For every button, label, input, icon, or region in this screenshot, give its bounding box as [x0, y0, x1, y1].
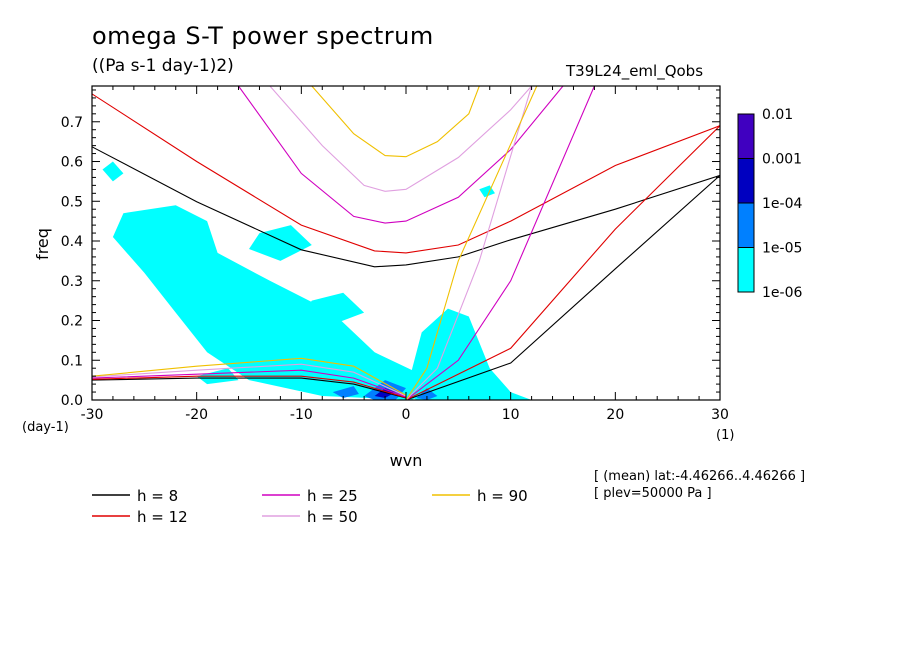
curve-h90-ig: [311, 86, 480, 158]
colorbar-swatch: [737, 247, 755, 293]
plot-axes: -30 -20 -10 0 10 20 30 0.0 0.1 0.2 0.3 0.4 0.5 0.6 0.7…: [22, 86, 734, 470]
legend-label: h = 8: [137, 487, 178, 505]
power-shading: [102, 161, 532, 400]
curve-h8-kelvin: [405, 174, 720, 400]
y-tick-label: 0.0: [61, 393, 83, 409]
y-tick-label: 0.1: [61, 353, 83, 369]
curve-h50-ig: [269, 86, 533, 192]
shaded-region-0: [112, 205, 438, 400]
x-axis-label: wvn: [390, 451, 423, 470]
y-axis-label: freq: [33, 228, 52, 260]
shaded-region-1: [249, 225, 312, 261]
y-tick-label: 0.4: [61, 234, 83, 250]
pressure-level-info: [ plev=50000 Pa ]: [594, 486, 712, 501]
x-tick-label: 30: [711, 407, 729, 423]
y-tick-label: 0.7: [61, 115, 83, 131]
curve-h12-mrg_low: [92, 375, 407, 399]
colorbar-swatch: [737, 202, 755, 248]
curve-h8-ig: [92, 146, 720, 268]
curve-h90-mrg_low: [92, 357, 407, 396]
legend: h = 8 h = 12 h = 25 h = 50 h = 90: [92, 487, 528, 526]
legend-label: h = 12: [137, 508, 188, 526]
colorbar-swatch: [737, 113, 755, 159]
curve-h50-mrg_low: [92, 363, 407, 397]
mean-latitude-info: [ (mean) lat:-4.46266..4.46266 ]: [594, 469, 806, 484]
chart-units: ((Pa s-1 day-1)2): [92, 56, 234, 76]
colorbar-label: 1e-04: [762, 196, 802, 212]
y-tick-label: 0.2: [61, 314, 83, 330]
legend-label: h = 50: [307, 508, 358, 526]
x-tick-label: 0: [402, 407, 411, 423]
legend-label: h = 25: [307, 487, 358, 505]
run-name: T39L24_eml_Qobs: [566, 62, 704, 80]
shaded-region-2: [301, 292, 365, 325]
y-tick-label: 0.5: [61, 194, 83, 210]
curve-h25-ig: [238, 86, 564, 224]
curve-h90-kelvin: [405, 86, 538, 400]
x-tick-label: 10: [502, 407, 520, 423]
colorbar-label: 1e-05: [762, 241, 802, 257]
shaded-region-9: [416, 388, 438, 400]
y-tick-label: 0.3: [61, 274, 83, 290]
curve-h50-kelvin: [405, 86, 533, 400]
curve-h25-mrg_low: [92, 369, 407, 398]
colorbar-label: 1e-06: [762, 285, 802, 301]
legend-label: h = 90: [477, 487, 528, 505]
x-axis-unit: (1): [716, 428, 734, 443]
curve-h8-mrg_low: [92, 377, 407, 399]
x-tick-label: 20: [606, 407, 624, 423]
colorbar: 1e-06 1e-05 1e-04 0.001 0.01: [737, 107, 802, 301]
shaded-region-4: [102, 161, 124, 182]
shaded-region-8: [332, 386, 359, 398]
x-tick-label: -30: [81, 407, 104, 423]
colorbar-label: 0.01: [762, 107, 793, 123]
curve-h25-kelvin: [405, 86, 595, 400]
colorbar-swatch: [737, 158, 755, 204]
y-tick-label: 0.6: [61, 155, 83, 171]
x-tick-label: -20: [185, 407, 208, 423]
colorbar-label: 0.001: [762, 152, 802, 168]
curve-h12-ig: [92, 93, 720, 254]
x-tick-label: -10: [290, 407, 313, 423]
shaded-region-10: [374, 388, 396, 398]
dispersion-curves: [92, 86, 720, 400]
curve-h12-kelvin: [405, 125, 720, 400]
chart-title: omega S-T power spectrum: [92, 22, 434, 50]
y-axis-unit: (day-1): [22, 420, 69, 435]
